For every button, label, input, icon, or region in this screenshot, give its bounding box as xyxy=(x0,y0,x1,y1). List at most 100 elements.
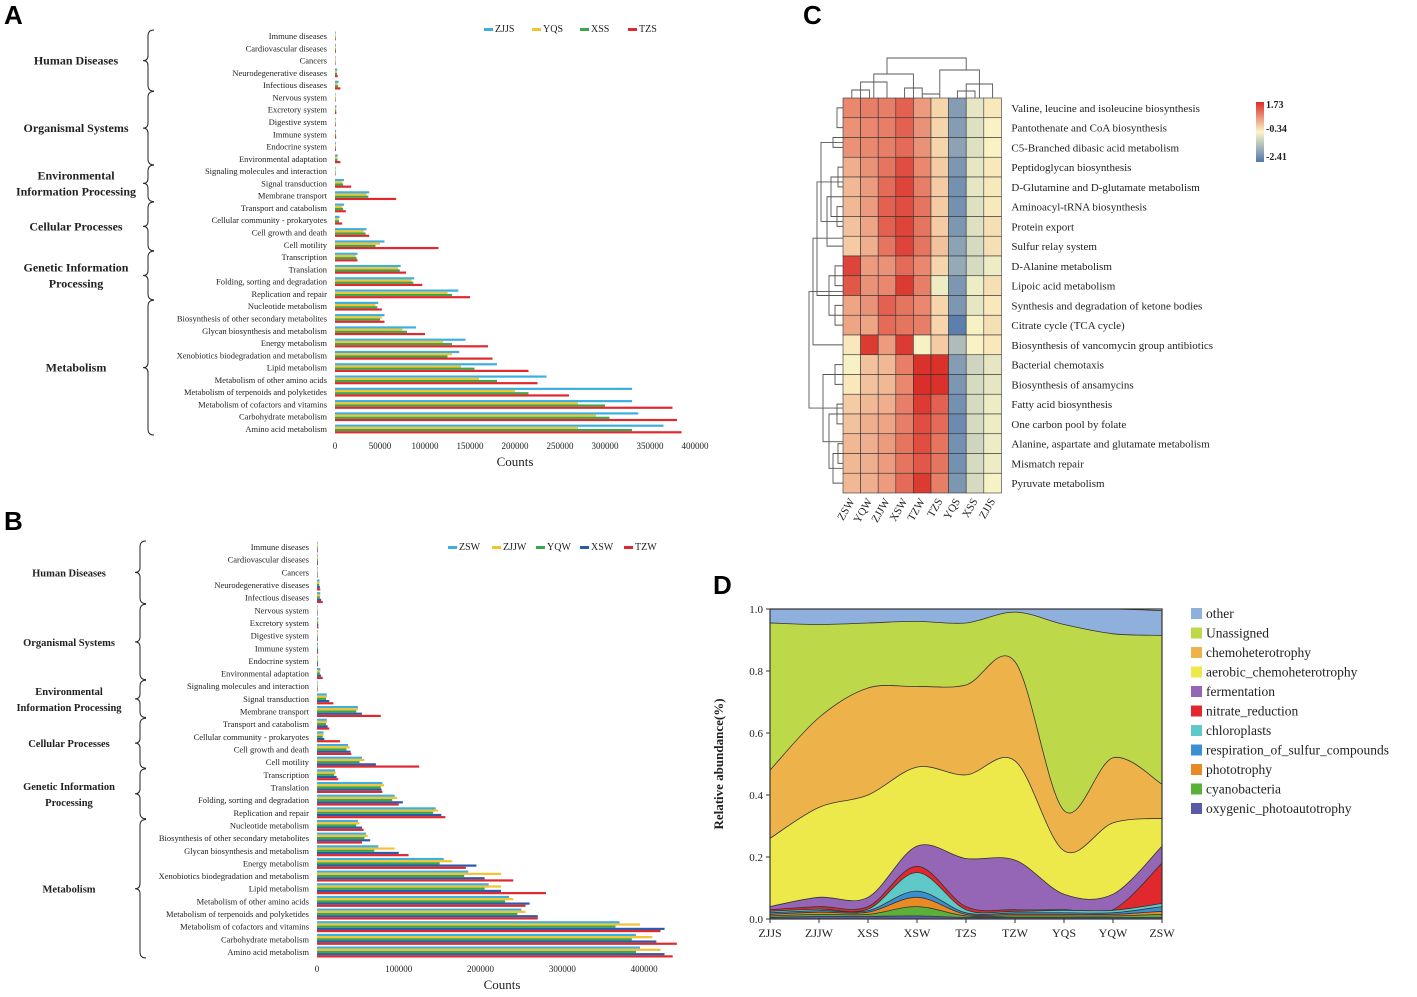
bar xyxy=(317,611,318,613)
bar xyxy=(317,736,323,738)
heatmap-row-label: D-Glutamine and D-glutamate metabolism xyxy=(1011,182,1200,194)
bar xyxy=(317,774,334,776)
bar xyxy=(335,134,336,136)
group-bracket xyxy=(143,30,154,91)
heatmap-cell xyxy=(843,118,861,138)
bar xyxy=(335,363,497,365)
heatmap-row-label: Valine, leucine and isoleucine biosynthe… xyxy=(1011,103,1199,115)
heatmap-cell xyxy=(913,276,931,296)
bar xyxy=(335,341,443,343)
category-label: Amino acid metabolism xyxy=(227,947,309,957)
bar xyxy=(335,326,416,328)
bar xyxy=(335,63,336,65)
category-label: Neurodegenerative diseases xyxy=(214,580,309,590)
bar xyxy=(335,296,470,298)
category-label: Immune system xyxy=(255,643,309,653)
bar xyxy=(317,827,362,829)
bar xyxy=(317,713,362,715)
bar xyxy=(317,938,632,940)
bar xyxy=(335,161,340,163)
bar xyxy=(317,719,327,721)
heatmap-cell xyxy=(861,256,879,276)
bar xyxy=(335,34,336,36)
heatmap-cell xyxy=(984,434,1002,454)
heatmap-cell xyxy=(861,138,879,158)
category-label: Metabolism of other amino acids xyxy=(215,375,327,385)
legend-entry: aerobic_chemoheterotrophy xyxy=(1206,665,1358,680)
heatmap-cell xyxy=(949,157,967,177)
category-label: Environmental adaptation xyxy=(221,669,310,679)
category-label: Cancers xyxy=(300,56,327,66)
bar xyxy=(335,61,336,63)
bar xyxy=(335,32,336,34)
bar xyxy=(317,797,397,799)
heatmap-row-label: Mismatch repair xyxy=(1011,458,1084,470)
heatmap-cell xyxy=(966,315,984,335)
bar xyxy=(335,216,340,218)
heatmap-cell xyxy=(949,217,967,237)
heatmap-cell xyxy=(913,315,931,335)
bar xyxy=(317,757,362,759)
bar xyxy=(335,83,338,85)
x-tick-label: 350000 xyxy=(637,441,665,451)
bar xyxy=(335,46,336,48)
bar xyxy=(335,222,342,224)
heatmap-cell xyxy=(878,335,896,355)
category-label: Signal transduction xyxy=(261,178,328,188)
bar xyxy=(317,601,323,603)
bar xyxy=(317,917,538,919)
bar xyxy=(317,883,489,885)
bar xyxy=(317,672,320,674)
bar xyxy=(335,142,336,144)
category-label: Metabolism of cofactors and vitamins xyxy=(180,922,309,932)
bar xyxy=(317,955,673,957)
heatmap-cell xyxy=(878,454,896,474)
bar xyxy=(335,279,412,281)
bar xyxy=(335,412,638,414)
heatmap-cell xyxy=(966,157,984,177)
heatmap-cell xyxy=(966,138,984,158)
heatmap-cell xyxy=(913,394,931,414)
heatmap-cell xyxy=(931,236,949,256)
bar xyxy=(335,304,376,306)
bar xyxy=(317,888,485,890)
bar xyxy=(317,865,476,867)
category-label: Replication and repair xyxy=(251,289,327,299)
category-label: Signaling molecules and interaction xyxy=(205,166,328,176)
bar xyxy=(317,662,318,664)
legend-swatch xyxy=(580,546,589,549)
group-label: Human Diseases xyxy=(32,568,106,579)
bar xyxy=(335,124,336,126)
legend-swatch xyxy=(1191,764,1202,775)
bar xyxy=(335,259,358,261)
heatmap-cell xyxy=(984,355,1002,375)
category-label: Immune diseases xyxy=(251,542,309,552)
bar xyxy=(335,196,368,198)
bar xyxy=(317,809,438,811)
group-label: Processing xyxy=(45,798,93,809)
heatmap-cell xyxy=(949,276,967,296)
heatmap-cell xyxy=(878,98,896,118)
category-label: Cardiovascular diseases xyxy=(246,43,327,53)
heatmap-cell xyxy=(843,217,861,237)
heatmap-cell xyxy=(949,296,967,316)
heatmap-cell xyxy=(913,177,931,197)
bar xyxy=(317,605,318,607)
bar xyxy=(335,292,448,294)
heatmap-cell xyxy=(861,394,879,414)
bar xyxy=(317,567,318,569)
heatmap-cell xyxy=(861,236,879,256)
bar xyxy=(335,112,336,114)
x-tick-label: 300000 xyxy=(592,441,620,451)
heatmap-cell xyxy=(949,177,967,197)
category-label: Signal transduction xyxy=(243,694,310,704)
x-tick-label: 100000 xyxy=(385,964,413,974)
heatmap-cell xyxy=(878,394,896,414)
bar xyxy=(317,953,665,955)
heatmap-row-label: Sulfur relay system xyxy=(1011,241,1097,253)
heatmap-cell xyxy=(984,236,1002,256)
heatmap-col-label: YQS xyxy=(942,497,963,522)
bar xyxy=(335,179,344,181)
group-label: Cellular Processes xyxy=(29,219,123,233)
bar xyxy=(317,877,485,879)
